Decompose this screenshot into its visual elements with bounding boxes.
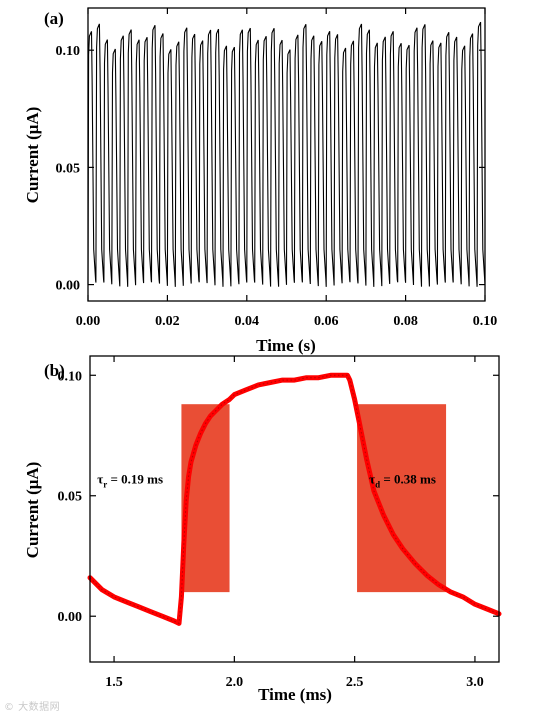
panel-a-x-tick-label: 0.00 bbox=[76, 314, 101, 329]
panel-b-y-axis-label: Current (μA) bbox=[23, 462, 42, 559]
panel-b-annotation-1: τr = 0.19 ms bbox=[97, 472, 163, 490]
panel-a-ticks: 0.00 0.02 0.04 0.06 0.08 0.10 0.00 0.05 0.10 bbox=[56, 8, 498, 329]
panel-b-y-tick-label: 0.00 bbox=[58, 610, 83, 625]
panel-b-y-tick-label: 0.10 bbox=[58, 369, 83, 384]
panel-b-shaded-region-2 bbox=[357, 404, 447, 593]
panel-a-y-tick-label: 0.00 bbox=[56, 279, 81, 294]
panel-b-y-tick-label: 0.05 bbox=[58, 490, 83, 505]
panel-a-series-layer bbox=[87, 21, 486, 287]
panel-b-x-tick-label: 1.5 bbox=[105, 675, 123, 690]
panel-b-x-tick-label: 3.0 bbox=[466, 675, 484, 690]
panel-b-series-markers bbox=[89, 374, 500, 625]
panel-b-annotation-2: τd = 0.38 ms bbox=[369, 472, 436, 490]
panel-b-shaded-regions bbox=[181, 404, 447, 593]
panel-a-x-tick-label: 0.02 bbox=[155, 314, 180, 329]
panel-a-y-tick-label: 0.10 bbox=[56, 44, 81, 59]
panel-a-chart: (a) 0.00 0.02 0.04 0.06 0.08 0.10 0.00 0.05 0.10… bbox=[23, 7, 498, 355]
panel-b-chart: (b) 1.5 2.0 2.5 3.0 0.00 0.05 0.10 τr = 0.19 m… bbox=[23, 355, 502, 704]
panel-a-y-axis-label: Current (μA) bbox=[23, 107, 42, 204]
panel-a-series-line bbox=[87, 21, 486, 287]
panel-a-plot-frame bbox=[87, 7, 486, 302]
panel-b-x-tick-label: 2.0 bbox=[226, 675, 244, 690]
panel-a-x-tick-label: 0.08 bbox=[393, 314, 418, 329]
panel-a-x-tick-label: 0.06 bbox=[314, 314, 339, 329]
watermark: © 大数据网 bbox=[4, 702, 61, 713]
panel-a-y-tick-label: 0.05 bbox=[56, 161, 81, 176]
panel-b-label: (b) bbox=[44, 361, 65, 380]
panel-a-x-tick-label: 0.10 bbox=[473, 314, 498, 329]
panel-a-label: (a) bbox=[44, 9, 64, 28]
panel-b-series-layer bbox=[87, 372, 502, 626]
panel-b-shaded-region-1 bbox=[181, 404, 230, 593]
panel-b-plot-frame bbox=[89, 355, 500, 663]
panel-a-x-axis-label: Time (s) bbox=[256, 336, 316, 355]
panel-b-x-tick-label: 2.5 bbox=[346, 675, 364, 690]
panel-b-annotations: τr = 0.19 ms τd = 0.38 ms bbox=[97, 472, 436, 490]
panel-b-x-axis-label: Time (ms) bbox=[258, 685, 332, 704]
panel-a-x-tick-label: 0.04 bbox=[235, 314, 260, 329]
panel-b-ticks: 1.5 2.0 2.5 3.0 0.00 0.05 0.10 bbox=[58, 356, 499, 690]
